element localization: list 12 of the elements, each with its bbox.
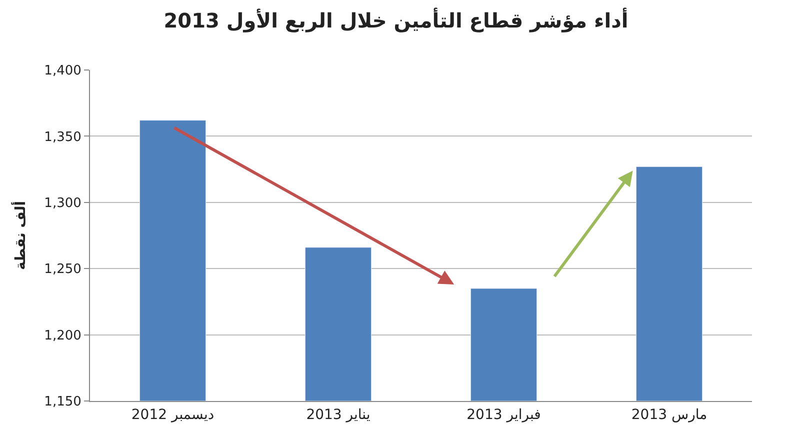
y-tick-label: 1,300 — [44, 196, 82, 211]
x-tick-label: ديسمبر 2012 — [131, 406, 214, 423]
x-tick-label: فبراير 2013 — [466, 406, 541, 423]
y-tick-label: 1,350 — [44, 130, 82, 145]
y-tick-label: 1,250 — [44, 262, 82, 278]
chart-title: أداء مؤشر قطاع التأمين خلال الربع الأول 2013 — [164, 7, 628, 32]
y-tick-label: 1,200 — [44, 328, 82, 344]
y-tick-label: 1,150 — [44, 394, 82, 410]
y-tick-label: 1,400 — [44, 64, 82, 79]
x-tick-label: يناير 2013 — [306, 406, 370, 423]
x-tick-label: مارس 2013 — [631, 406, 708, 423]
y-axis-title: ألف نقطة — [10, 200, 29, 270]
